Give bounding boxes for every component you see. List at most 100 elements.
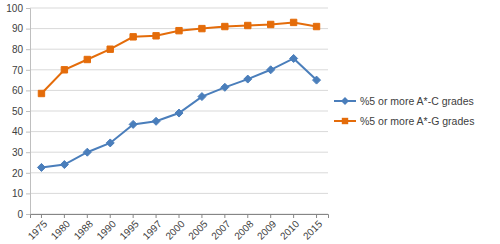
grid-line: [30, 69, 328, 70]
y-tick-label: 40: [12, 126, 24, 137]
x-tick: 1997: [140, 214, 164, 242]
legend-item: %5 or more A*-C grades: [334, 95, 474, 107]
x-tick-label: 2008: [232, 218, 256, 242]
marker: [129, 120, 137, 128]
y-tick-mark: [26, 152, 30, 153]
marker: [130, 34, 136, 40]
y-tick: 10: [12, 188, 30, 199]
y-tick-label: 90: [12, 23, 24, 34]
marker: [313, 23, 319, 29]
y-tick: 30: [12, 147, 30, 158]
marker: [244, 75, 252, 83]
y-tick-label: 10: [12, 188, 24, 199]
series-line: [41, 58, 316, 167]
x-tick: 2000: [163, 214, 187, 242]
y-tick-label: 80: [12, 44, 24, 55]
y-tick-label: 30: [12, 147, 24, 158]
legend-label: %5 or more A*-C grades: [360, 95, 474, 107]
legend: %5 or more A*-C grades %5 or more A*-G gr…: [334, 95, 474, 127]
x-tick-label: 1990: [94, 218, 118, 242]
marker: [245, 22, 251, 28]
y-tick: 90: [12, 23, 30, 34]
marker: [176, 27, 182, 33]
y-tick-mark: [26, 193, 30, 194]
marker: [38, 90, 44, 96]
marker: [61, 67, 67, 73]
marker: [84, 56, 90, 62]
x-tick-mark: [156, 214, 157, 218]
marker: [290, 19, 296, 25]
series-line: [41, 22, 316, 93]
y-tick: 0: [17, 209, 30, 220]
x-tick: 1975: [26, 214, 50, 242]
x-tick-mark: [316, 214, 317, 218]
x-tick-mark: [201, 214, 202, 218]
y-tick-mark: [26, 70, 30, 71]
x-tick-mark: [270, 214, 271, 218]
grid-line: [30, 49, 328, 50]
marker: [221, 83, 229, 91]
x-tick-label: 1997: [140, 218, 164, 242]
x-tick-mark: [293, 214, 294, 218]
marker: [152, 117, 160, 125]
x-tick-label: 2015: [301, 218, 325, 242]
x-tick-mark: [41, 214, 42, 218]
marker: [83, 148, 91, 156]
grid: [30, 8, 328, 214]
x-axis: 1975198019881990199519972000200520072008…: [26, 214, 329, 242]
grid-line: [30, 131, 328, 132]
grid-line: [30, 152, 328, 153]
x-tick-label: 2007: [209, 218, 233, 242]
marker: [198, 93, 206, 101]
marker: [199, 25, 205, 31]
y-tick: 60: [12, 85, 30, 96]
legend-marker: [341, 97, 349, 105]
y-axis: 0 10 20 30 40 50 60 70 80 90 100: [6, 3, 30, 220]
y-tick: 20: [12, 168, 30, 179]
y-tick-mark: [26, 90, 30, 91]
x-tick: 2010: [278, 214, 302, 242]
y-tick-label: 50: [12, 106, 24, 117]
x-tick-label: 2009: [255, 218, 279, 242]
x-tick-mark: [64, 214, 65, 218]
grid-line: [30, 193, 328, 194]
x-tick-label: 2005: [186, 218, 210, 242]
marker: [222, 23, 228, 29]
marker: [267, 21, 273, 27]
marker: [175, 109, 183, 117]
y-tick-mark: [26, 214, 30, 215]
y-tick-label: 0: [17, 209, 23, 220]
y-tick-mark: [26, 111, 30, 112]
y-tick: 80: [12, 44, 30, 55]
y-tick-mark: [26, 173, 30, 174]
y-tick-label: 60: [12, 85, 24, 96]
y-tick: 70: [12, 65, 30, 76]
x-tick-mark: [87, 214, 88, 218]
y-tick-mark: [26, 49, 30, 50]
x-tick: 1988: [72, 214, 96, 242]
y-tick: 100: [6, 3, 30, 14]
x-tick: 1980: [49, 214, 73, 242]
y-tick-mark: [26, 8, 30, 9]
x-tick-label: 2000: [163, 218, 187, 242]
grid-line: [30, 90, 328, 91]
y-tick: 50: [12, 106, 30, 117]
legend-marker: [342, 118, 348, 124]
x-tick: 1990: [94, 214, 118, 242]
x-tick-label: 1980: [49, 218, 73, 242]
legend-item: %5 or more A*-G grades: [334, 115, 474, 127]
x-tick: 1995: [117, 214, 141, 242]
x-tick: 2007: [209, 214, 233, 242]
y-axis-line: [26, 9, 31, 215]
y-tick-label: 70: [12, 65, 24, 76]
y-tick-label: 20: [12, 168, 24, 179]
x-tick-mark: [247, 214, 248, 218]
plot: 0102030405060708090100197519801988199019…: [6, 3, 328, 242]
marks: [37, 19, 320, 171]
x-tick: 2009: [255, 214, 279, 242]
y-tick-mark: [26, 132, 30, 133]
marker: [107, 46, 113, 52]
chart: 0102030405060708090100197519801988199019…: [0, 0, 500, 244]
x-tick-mark: [133, 214, 134, 218]
marker: [313, 76, 321, 84]
